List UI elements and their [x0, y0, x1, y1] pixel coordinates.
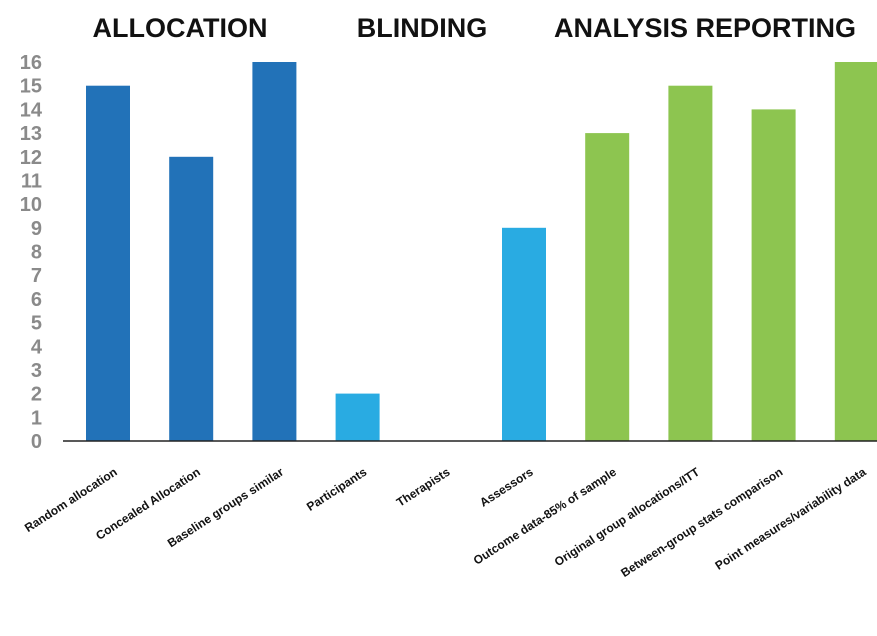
y-tick-label: 3: [31, 360, 42, 382]
y-tick-label: 1: [31, 407, 42, 429]
y-tick-label: 6: [31, 289, 42, 311]
y-tick-label: 11: [21, 170, 42, 192]
bar: [751, 109, 796, 442]
x-tick-label: Between-group stats comparison: [618, 465, 785, 580]
y-tick-label: 10: [20, 194, 42, 216]
bar: [668, 85, 713, 441]
bars: [86, 62, 877, 442]
y-tick-label: 16: [20, 52, 42, 74]
y-tick-label: 9: [31, 218, 42, 240]
x-tick-label: Original group allocations/ITT: [552, 464, 703, 569]
bar: [335, 393, 380, 441]
bar: [834, 62, 877, 441]
y-tick-label: 7: [31, 265, 42, 287]
x-tick-label: Assessors: [477, 465, 536, 510]
x-tick-label: Point measures/variability data: [713, 465, 869, 573]
bar: [86, 85, 130, 441]
x-tick-label: Therapists: [394, 465, 453, 510]
y-tick-label: 12: [20, 147, 42, 169]
y-tick-label: 5: [31, 313, 42, 335]
x-tick-label: Outcome data-85% of sample: [471, 465, 619, 568]
y-tick-label: 8: [31, 242, 42, 264]
bar: [585, 133, 630, 441]
y-tick-label: 2: [31, 384, 42, 406]
y-tick-label: 14: [20, 99, 43, 121]
y-tick-label: 15: [20, 76, 42, 98]
y-tick-label: 4: [31, 336, 43, 358]
y-tick-label: 13: [20, 123, 42, 145]
bar: [502, 227, 546, 441]
y-tick-label: 0: [31, 431, 42, 453]
group-title-allocation: ALLOCATION: [93, 13, 268, 43]
bar: [252, 62, 297, 441]
group-title-analysis-reporting: ANALYSIS REPORTING: [554, 13, 856, 43]
x-tick-label: Participants: [304, 465, 370, 514]
group-titles: ALLOCATION BLINDING ANALYSIS REPORTING: [93, 13, 857, 43]
bar: [169, 156, 214, 442]
group-title-blinding: BLINDING: [357, 13, 488, 43]
